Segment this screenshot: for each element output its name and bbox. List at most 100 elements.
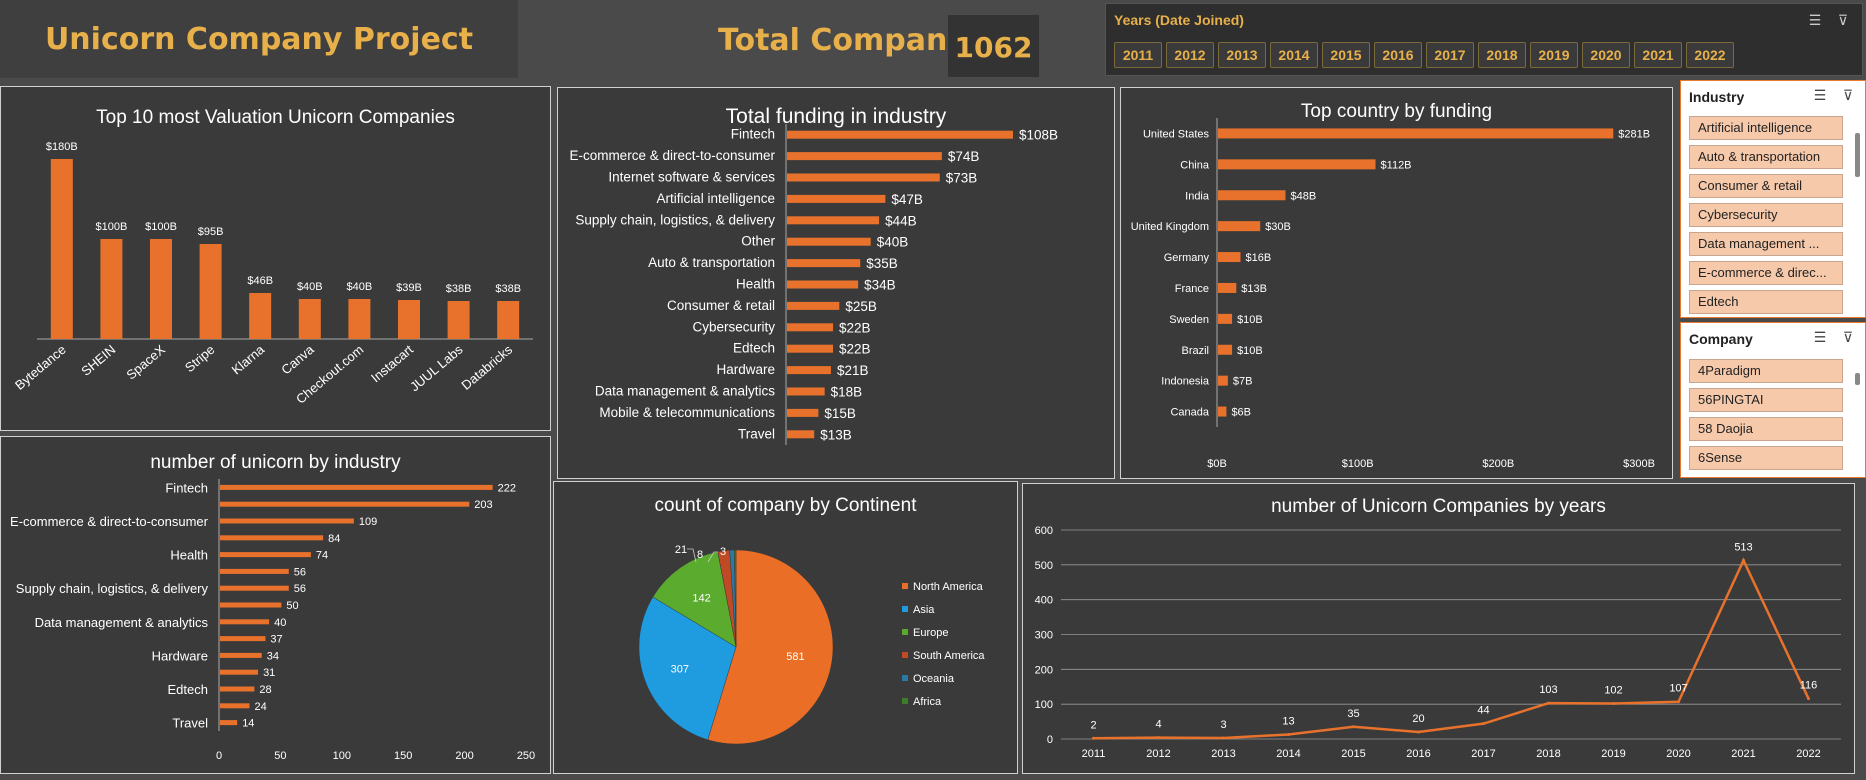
bar xyxy=(787,237,871,246)
year-button-2012[interactable]: 2012 xyxy=(1166,42,1214,68)
year-button-2022[interactable]: 2022 xyxy=(1686,42,1734,68)
data-label: $281B xyxy=(1618,128,1650,140)
funding-chart-title: Total funding in industry xyxy=(725,105,947,128)
bar xyxy=(150,239,172,339)
bar xyxy=(787,323,834,332)
bar xyxy=(787,366,831,375)
legend-label: North America xyxy=(913,581,984,593)
data-label: $30B xyxy=(1265,221,1291,233)
bar xyxy=(50,159,73,339)
x-tick-label: 2016 xyxy=(1406,748,1430,760)
data-label: $18B xyxy=(831,385,863,400)
top10-valuation-panel: Top 10 most Valuation Unicorn Companies … xyxy=(0,86,551,431)
legend-swatch xyxy=(902,606,908,612)
data-point xyxy=(1482,722,1485,726)
data-label: 3 xyxy=(720,546,726,558)
category-label: Other xyxy=(741,234,775,249)
leader-line xyxy=(687,548,697,563)
data-label: 28 xyxy=(259,684,271,696)
industry-slicer-item[interactable]: Artificial intelligence xyxy=(1689,116,1843,140)
year-button-2014[interactable]: 2014 xyxy=(1270,42,1318,68)
category-label: Consumer & retail xyxy=(667,298,775,313)
company-slicer-item[interactable]: 6Sense xyxy=(1689,446,1843,470)
leader-line xyxy=(707,551,718,563)
data-point xyxy=(1287,732,1290,736)
year-button-2015[interactable]: 2015 xyxy=(1322,42,1370,68)
category-label: Hardware xyxy=(152,648,208,663)
country-panel: Top country by funding United States $281… xyxy=(1120,87,1673,479)
bar xyxy=(1218,406,1227,417)
x-tick-label: 0 xyxy=(216,750,222,762)
company-slicer-item[interactable]: 58 Daojia xyxy=(1689,417,1843,441)
bar xyxy=(220,535,324,541)
x-tick-label: 2019 xyxy=(1601,748,1625,760)
data-label: $35B xyxy=(866,256,898,271)
year-button-2021[interactable]: 2021 xyxy=(1634,42,1682,68)
clear-filter-icon[interactable]: ⊽ xyxy=(1837,12,1849,28)
company-clear-filter-icon[interactable]: ⊽ xyxy=(1842,329,1854,345)
bar xyxy=(1218,128,1614,139)
industry-slicer-item[interactable]: E-commerce & direc... xyxy=(1689,261,1843,285)
industry-count-title: number of unicorn by industry xyxy=(150,452,401,473)
year-button-2018[interactable]: 2018 xyxy=(1478,42,1526,68)
category-label: Canva xyxy=(278,341,317,377)
bar xyxy=(220,552,311,558)
bar xyxy=(1218,190,1286,201)
country-chart: United States $281B China $112B India $48B Uni… xyxy=(1131,118,1655,470)
total-company-label: Total Company xyxy=(718,23,967,58)
data-label: $48B xyxy=(1291,190,1317,202)
data-label: $15B xyxy=(824,406,856,421)
x-tick-label: $0B xyxy=(1207,458,1227,470)
funding-panel: Total funding in industry Fintech $108B E-… xyxy=(557,87,1115,479)
year-button-2019[interactable]: 2019 xyxy=(1530,42,1578,68)
industry-slicer-item[interactable]: Consumer & retail xyxy=(1689,174,1843,198)
data-label: 307 xyxy=(671,664,689,676)
industry-multi-select-icon[interactable]: ☰ xyxy=(1813,87,1827,103)
industry-count-chart: 222 Fintech 203 109 E-commerce & direct-to-c… xyxy=(10,479,535,762)
data-label: $180B xyxy=(46,141,78,153)
data-label: $40B xyxy=(297,281,323,293)
bar xyxy=(348,299,371,339)
bar xyxy=(249,293,272,339)
years-slicer-title: Years (Date Joined) xyxy=(1114,12,1244,28)
industry-scrollbar[interactable] xyxy=(1855,133,1860,177)
year-button-2011[interactable]: 2011 xyxy=(1114,42,1162,68)
company-multi-select-icon[interactable]: ☰ xyxy=(1813,329,1827,345)
multi-select-icon[interactable]: ☰ xyxy=(1808,12,1822,28)
bar xyxy=(1218,159,1376,170)
category-label: Supply chain, logistics, & delivery xyxy=(575,212,775,227)
bar xyxy=(787,173,940,182)
bar xyxy=(298,299,321,339)
data-label: 40 xyxy=(274,617,286,629)
data-label: 4 xyxy=(1155,719,1161,731)
x-tick-label: 2012 xyxy=(1146,748,1170,760)
company-slicer-item[interactable]: 4Paradigm xyxy=(1689,359,1843,383)
total-company-value: 1062 xyxy=(954,31,1033,64)
company-slicer-item[interactable]: 56PINGTAI xyxy=(1689,388,1843,412)
legend-label: Europe xyxy=(913,627,948,639)
industry-slicer-item[interactable]: Auto & transportation xyxy=(1689,145,1843,169)
company-scrollbar[interactable] xyxy=(1855,373,1860,385)
year-button-2013[interactable]: 2013 xyxy=(1218,42,1266,68)
bar xyxy=(787,216,880,225)
year-button-2016[interactable]: 2016 xyxy=(1374,42,1422,68)
data-label: $95B xyxy=(198,226,224,238)
industry-slicer-item[interactable]: Edtech xyxy=(1689,290,1843,314)
industry-slicer-item[interactable]: Data management ... xyxy=(1689,232,1843,256)
year-button-2020[interactable]: 2020 xyxy=(1582,42,1630,68)
category-label: India xyxy=(1185,190,1210,202)
data-point xyxy=(1742,558,1745,562)
data-label: $112B xyxy=(1381,159,1412,171)
data-label: 109 xyxy=(359,516,377,528)
x-tick-label: 150 xyxy=(394,750,412,762)
year-button-2017[interactable]: 2017 xyxy=(1426,42,1474,68)
legend-swatch xyxy=(902,629,908,635)
industry-clear-filter-icon[interactable]: ⊽ xyxy=(1842,87,1854,103)
project-title-box: Unicorn Company Project xyxy=(0,0,518,78)
data-label: 2 xyxy=(1090,719,1096,731)
industry-slicer-item[interactable]: Cybersecurity xyxy=(1689,203,1843,227)
x-tick-label: 2015 xyxy=(1341,748,1365,760)
category-label: Internet software & services xyxy=(608,170,775,185)
category-label: Stripe xyxy=(182,342,218,375)
data-label: 21 xyxy=(675,544,687,556)
